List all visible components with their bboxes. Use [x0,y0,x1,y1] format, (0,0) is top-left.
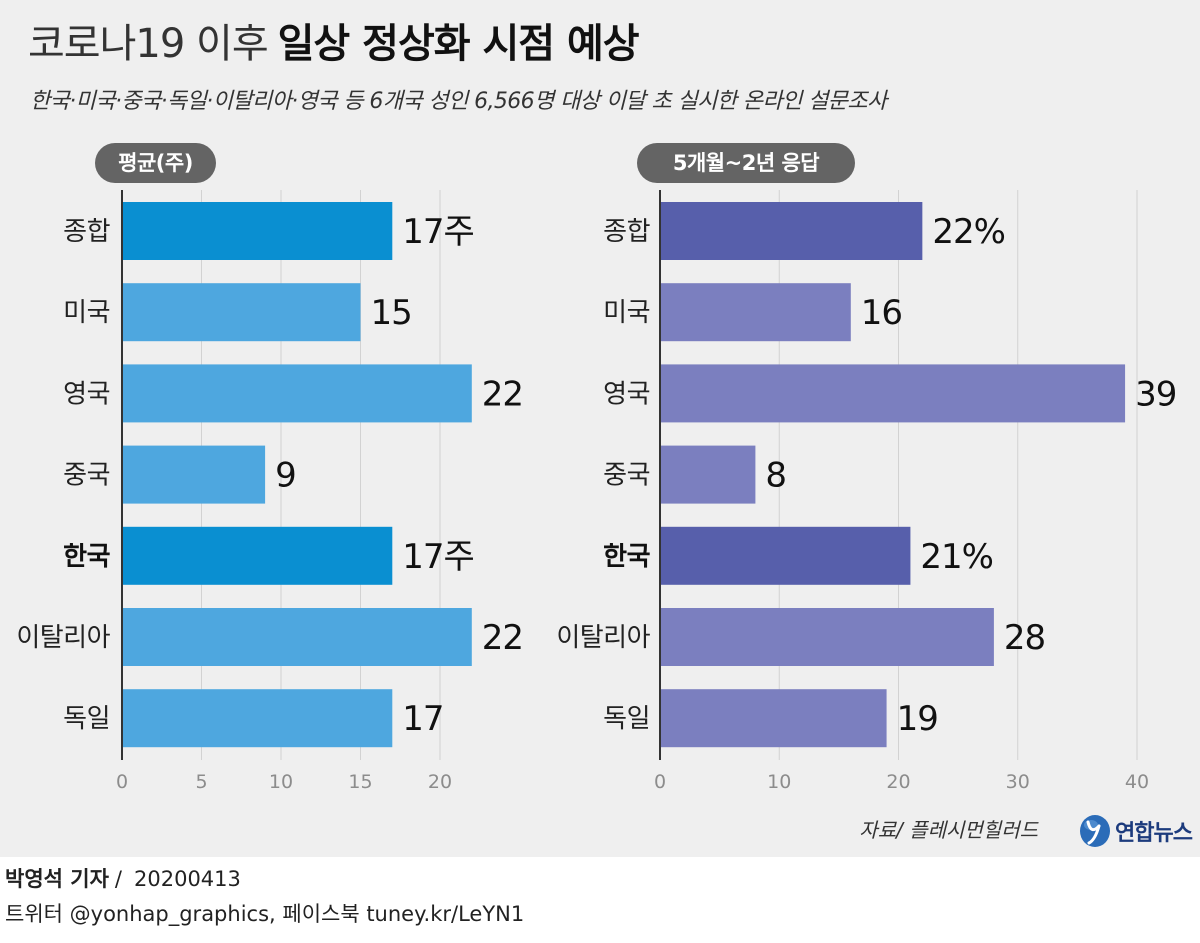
title-prefix: 코로나19 이후 [28,21,269,67]
bar [660,202,923,260]
value-label: 21% [920,537,993,577]
bar [122,608,472,666]
value-label: 22% [932,212,1005,252]
x-tick-label: 5 [195,771,207,793]
value-label: 22 [482,618,523,658]
x-tick-label: 20 [886,771,910,793]
value-label: 15 [371,293,412,333]
category-label: 종합 [63,217,110,247]
x-tick-label: 10 [269,771,293,793]
value-label: 28 [1004,618,1045,658]
category-label: 미국 [603,298,650,328]
category-label: 종합 [603,217,650,247]
bar [122,689,393,748]
bar [122,202,393,260]
value-label: 17주 [402,212,474,252]
bar [122,364,472,423]
value-label: 17 [402,699,443,739]
bar [122,445,266,504]
bar [660,364,1126,423]
bar [660,608,994,666]
category-label: 중국 [63,461,110,491]
value-label: 17주 [402,537,474,577]
bar [660,445,756,504]
author-name: 박영석 기자 [5,867,109,891]
x-tick-label: 30 [1006,771,1030,793]
credits-separator: / [114,867,122,891]
value-label: 8 [765,456,786,496]
average-weeks-pill: 평균(주) [95,143,216,183]
x-tick-label: 10 [767,771,791,793]
title-main: 일상 정상화 시점 예상 [277,21,640,67]
logo-text: 연합뉴스 [1115,821,1193,846]
five-months-two-years-pill: 5개월~2년 응답 [637,143,855,183]
category-label: 이탈리아 [556,623,650,653]
x-tick-label: 20 [428,771,452,793]
credits-line-social: 트위터 @yonhap_graphics, 페이스북 tuney.kr/LeYN… [5,902,525,926]
category-label: 독일 [63,704,110,734]
category-label: 한국 [63,542,110,572]
yonhap-logo-icon [1078,813,1112,849]
yonhap-logo: 연합뉴스 [1078,812,1193,850]
category-label: 중국 [603,461,650,491]
bar [660,283,851,342]
value-label: 16 [861,293,902,333]
value-label: 9 [275,456,296,496]
value-label: 19 [897,699,938,739]
subtitle: 한국·미국·중국·독일·이탈리아·영국 등 6개국 성인 6,566명 대상 이… [30,89,887,114]
credits-line-author: 박영석 기자/ 20200413 [5,862,524,897]
bar [122,283,361,342]
value-label: 39 [1135,374,1176,414]
five-months-two-years-chart: 0 10 20 30 40 종합 22% 미국 16 영국 39 중국 8 한국 21% 이탈리아 28 독일 19 [556,190,1177,793]
category-label: 이탈리아 [16,623,110,653]
category-label: 독일 [603,704,650,734]
bar [122,526,393,585]
source-note: 자료/ 플레시먼힐러드 [859,818,1038,842]
bar [660,526,911,585]
value-label: 22 [482,374,523,414]
category-label: 영국 [603,379,650,409]
x-tick-label: 0 [116,771,128,793]
bar [660,689,887,748]
category-label: 영국 [63,379,110,409]
credits: 박영석 기자/ 20200413 트위터 @yonhap_graphics, 페이… [5,862,524,932]
publish-date: 20200413 [134,867,241,891]
x-tick-label: 40 [1125,771,1149,793]
x-tick-label: 0 [654,771,666,793]
page-title: 코로나19 이후 일상 정상화 시점 예상 [28,18,640,70]
category-label: 한국 [603,542,650,572]
x-tick-label: 15 [348,771,372,793]
category-label: 미국 [63,298,110,328]
